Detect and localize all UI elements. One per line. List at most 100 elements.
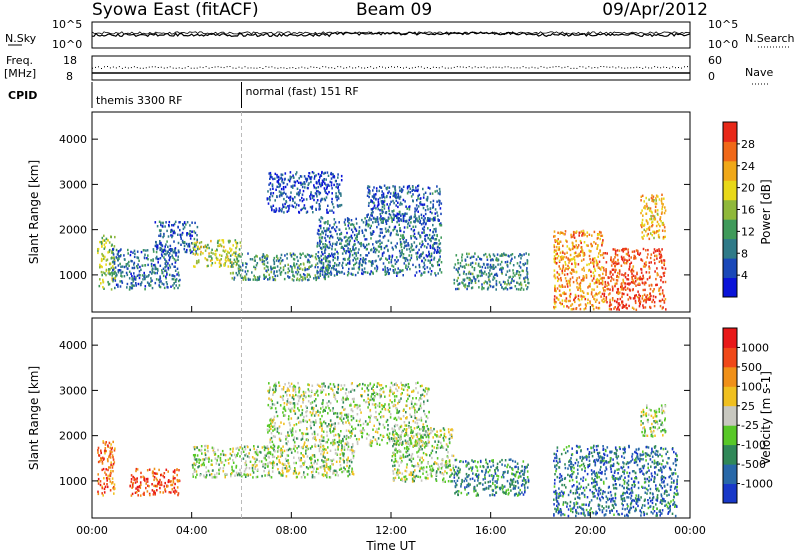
data-cell (283, 197, 285, 201)
nave-dot (364, 67, 366, 69)
data-cell (399, 203, 401, 206)
data-cell (281, 454, 283, 457)
data-cell (118, 257, 120, 260)
data-cell (278, 269, 281, 272)
data-cell (464, 285, 466, 289)
data-cell (510, 281, 512, 284)
data-cell (136, 265, 138, 268)
data-cell (649, 297, 652, 301)
data-cell (119, 255, 122, 258)
data-cell (282, 407, 285, 410)
data-cell (151, 489, 154, 492)
data-cell (261, 256, 264, 259)
data-cell (100, 242, 103, 245)
data-cell (337, 252, 339, 255)
data-cell (255, 452, 258, 456)
data-cell (327, 271, 329, 274)
data-cell (363, 258, 366, 261)
data-cell (416, 442, 419, 445)
data-cell (162, 250, 164, 253)
data-cell (516, 270, 518, 273)
data-cell (226, 473, 228, 476)
data-cell (177, 225, 179, 229)
data-cell (659, 224, 661, 228)
data-cell (158, 220, 161, 223)
data-cell (263, 260, 266, 263)
data-cell (381, 205, 384, 208)
data-cell (310, 426, 312, 430)
data-cell (248, 456, 251, 459)
data-cell (590, 291, 593, 294)
data-cell (274, 199, 276, 202)
data-cell (616, 308, 618, 311)
data-cell (351, 237, 353, 240)
data-cell (372, 189, 374, 192)
data-cell (418, 270, 421, 273)
data-cell (283, 408, 286, 411)
data-cell (307, 447, 309, 451)
data-cell (502, 280, 505, 284)
data-cell (282, 205, 284, 209)
data-cell (294, 449, 296, 453)
data-cell (263, 448, 266, 452)
data-cell (235, 447, 238, 450)
data-cell (172, 256, 174, 259)
nave-dot (561, 67, 563, 69)
data-cell (165, 264, 167, 267)
data-cell (596, 246, 599, 249)
data-cell (270, 270, 273, 274)
data-cell (335, 268, 337, 271)
data-cell (362, 272, 364, 276)
data-cell (197, 245, 199, 248)
data-cell (177, 492, 180, 495)
data-cell (352, 223, 355, 227)
data-cell (396, 230, 398, 233)
data-cell (244, 454, 246, 457)
data-cell (177, 258, 179, 261)
data-cell (620, 285, 622, 289)
data-cell (303, 204, 306, 207)
data-cell (316, 199, 319, 202)
data-cell (295, 271, 297, 274)
data-cell (643, 293, 646, 296)
data-cell (388, 209, 390, 212)
data-cell (266, 261, 269, 264)
data-cell (113, 260, 116, 264)
data-cell (112, 260, 115, 263)
data-cell (415, 186, 417, 189)
data-cell (413, 232, 416, 236)
data-cell (403, 257, 406, 260)
data-cell (318, 182, 321, 186)
data-cell (399, 227, 401, 230)
data-cell (276, 265, 279, 268)
data-cell (524, 276, 527, 279)
data-cell (563, 292, 566, 296)
nave-dot (235, 67, 237, 69)
data-cell (375, 269, 378, 273)
data-cell (268, 197, 271, 200)
data-cell (420, 223, 423, 226)
data-cell (555, 289, 557, 293)
data-cell (554, 257, 557, 260)
data-cell (253, 457, 256, 460)
data-cell (557, 298, 560, 301)
data-cell (334, 448, 337, 452)
data-cell (628, 258, 631, 261)
data-cell (611, 289, 614, 292)
data-cell (399, 255, 402, 258)
data-cell (114, 235, 116, 239)
data-cell (115, 275, 117, 278)
data-cell (110, 463, 112, 467)
data-cell (508, 276, 510, 279)
data-cell (210, 264, 213, 267)
data-cell (617, 305, 620, 308)
data-cell (343, 248, 345, 251)
data-cell (153, 484, 155, 487)
data-cell (413, 241, 416, 244)
data-cell (310, 456, 312, 459)
data-cell (567, 258, 569, 261)
data-cell (232, 271, 234, 275)
data-cell (337, 197, 340, 200)
data-cell (648, 267, 651, 270)
